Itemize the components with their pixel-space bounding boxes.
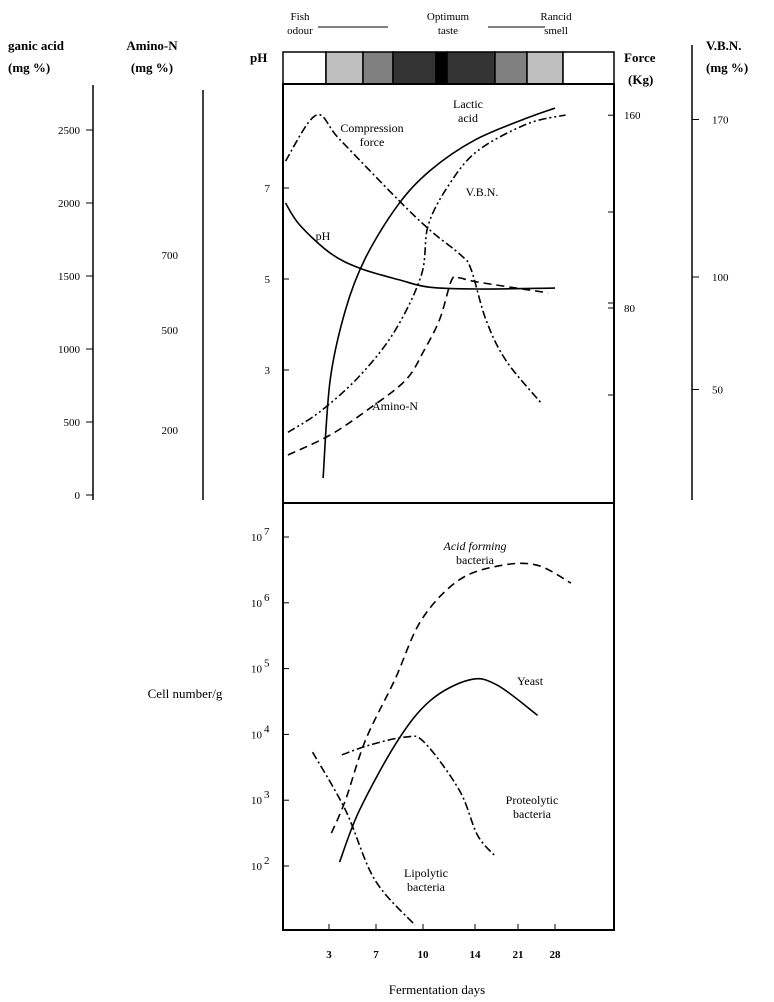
y-axis-label-cell-number: Cell number/g (148, 686, 223, 701)
quality-label: Fish (291, 11, 310, 23)
axis-title-vbn: V.B.N. (706, 38, 742, 53)
day-tick-label: 14 (470, 949, 482, 961)
day-tick-label: 21 (513, 949, 524, 961)
quality-bar-segment (392, 51, 437, 85)
cell-tick-label: 10 (251, 664, 263, 676)
series-label-v-b-n: V.B.N. (466, 185, 499, 199)
amino-n-tick-label: 500 (162, 325, 179, 337)
cell-tick-label: 10 (251, 861, 263, 873)
series-label-lactic-acid: acid (458, 111, 478, 125)
quality-bar-segment (494, 51, 528, 85)
series-label-lipolytic-bacteria: Lipolytic (404, 866, 448, 880)
series-line-lipolytic-bacteria (311, 751, 416, 926)
ph-tick-label: 5 (265, 274, 271, 286)
ph-tick-label: 7 (265, 183, 271, 195)
series-label-proteolytic-bacteria: Proteolytic (506, 793, 559, 807)
quality-bar-segment (446, 51, 496, 85)
cell-tick-label: 10 (251, 795, 263, 807)
series-line-lactic-acid (322, 107, 556, 479)
quality-label: smell (544, 25, 568, 37)
vbn-tick-label: 100 (712, 272, 729, 284)
organic-acid-tick-label: 1500 (58, 271, 81, 283)
cell-tick-exponent: 3 (264, 789, 270, 801)
quality-bar-segment (435, 51, 448, 85)
series-label-acid-forming-bacteria: bacteria (456, 553, 495, 567)
cell-tick-exponent: 7 (264, 526, 270, 538)
ph-tick-label: 3 (265, 365, 271, 377)
cell-tick-exponent: 4 (264, 723, 270, 735)
quality-label: Optimum (427, 11, 470, 23)
quality-bar-segment (325, 51, 364, 85)
quality-label: Rancid (540, 11, 572, 23)
series-line-acid-forming-bacteria (330, 562, 572, 834)
cell-tick-label: 10 (251, 598, 263, 610)
lower-plot-frame (282, 502, 615, 931)
axis-title-amino-n: (mg %) (131, 60, 173, 75)
cell-tick-exponent: 6 (264, 592, 270, 604)
series-label-proteolytic-bacteria: bacteria (513, 807, 552, 821)
amino-n-tick-label: 700 (162, 250, 179, 262)
organic-acid-tick-label: 1000 (58, 344, 81, 356)
cell-tick-exponent: 5 (264, 658, 270, 670)
axis-title-force: Force (624, 50, 656, 65)
series-line-compression-force (284, 113, 543, 405)
organic-acid-tick-label: 2500 (58, 125, 81, 137)
quality-label: odour (287, 25, 313, 37)
axis-title-amino-n: Amino-N (126, 38, 178, 53)
series-label-amino-n: Amino-N (372, 399, 418, 413)
upper-plot-frame (282, 83, 615, 504)
day-tick-label: 3 (326, 949, 332, 961)
series-label-lipolytic-bacteria: bacteria (407, 880, 446, 894)
cell-tick-exponent: 2 (264, 855, 270, 867)
axis-title-organic-acid: (mg %) (8, 60, 50, 75)
axis-title-ph: pH (250, 50, 267, 65)
force-tick-label: 80 (624, 303, 636, 315)
day-tick-label: 7 (373, 949, 379, 961)
series-label-lactic-acid: Lactic (453, 97, 483, 111)
day-tick-label: 28 (550, 949, 562, 961)
series-line-ph (284, 202, 556, 290)
x-axis-label-fermentation-days: Fermentation days (389, 982, 485, 997)
series-label-compression-force: force (360, 135, 385, 149)
cell-tick-label: 10 (251, 729, 263, 741)
axis-title-vbn: (mg %) (706, 60, 748, 75)
quality-label: taste (438, 25, 458, 37)
organic-acid-tick-label: 500 (64, 417, 81, 429)
amino-n-tick-label: 200 (162, 425, 179, 437)
series-label-ph: pH (316, 229, 331, 243)
axis-title-force: (Kg) (628, 72, 653, 87)
series-line-yeast (338, 677, 539, 863)
series-label-yeast: Yeast (517, 674, 544, 688)
series-line-proteolytic-bacteria (341, 735, 497, 858)
series-line-amino-n (287, 275, 549, 456)
cell-tick-label: 10 (251, 532, 263, 544)
axis-title-organic-acid: ganic acid (8, 38, 65, 53)
quality-bar-segment (282, 51, 327, 85)
force-tick-label: 160 (624, 110, 641, 122)
organic-acid-tick-label: 2000 (58, 198, 81, 210)
vbn-tick-label: 50 (712, 385, 724, 397)
series-label-acid-forming-bacteria: Acid forming (443, 539, 507, 553)
quality-bar-segment (562, 51, 615, 85)
quality-bar-segment (362, 51, 394, 85)
vbn-tick-label: 170 (712, 115, 729, 127)
series-line-v-b-n (287, 114, 566, 433)
day-tick-label: 10 (418, 949, 430, 961)
series-label-compression-force: Compression (340, 121, 403, 135)
quality-bar-segment (526, 51, 564, 85)
organic-acid-tick-label: 0 (75, 490, 81, 502)
